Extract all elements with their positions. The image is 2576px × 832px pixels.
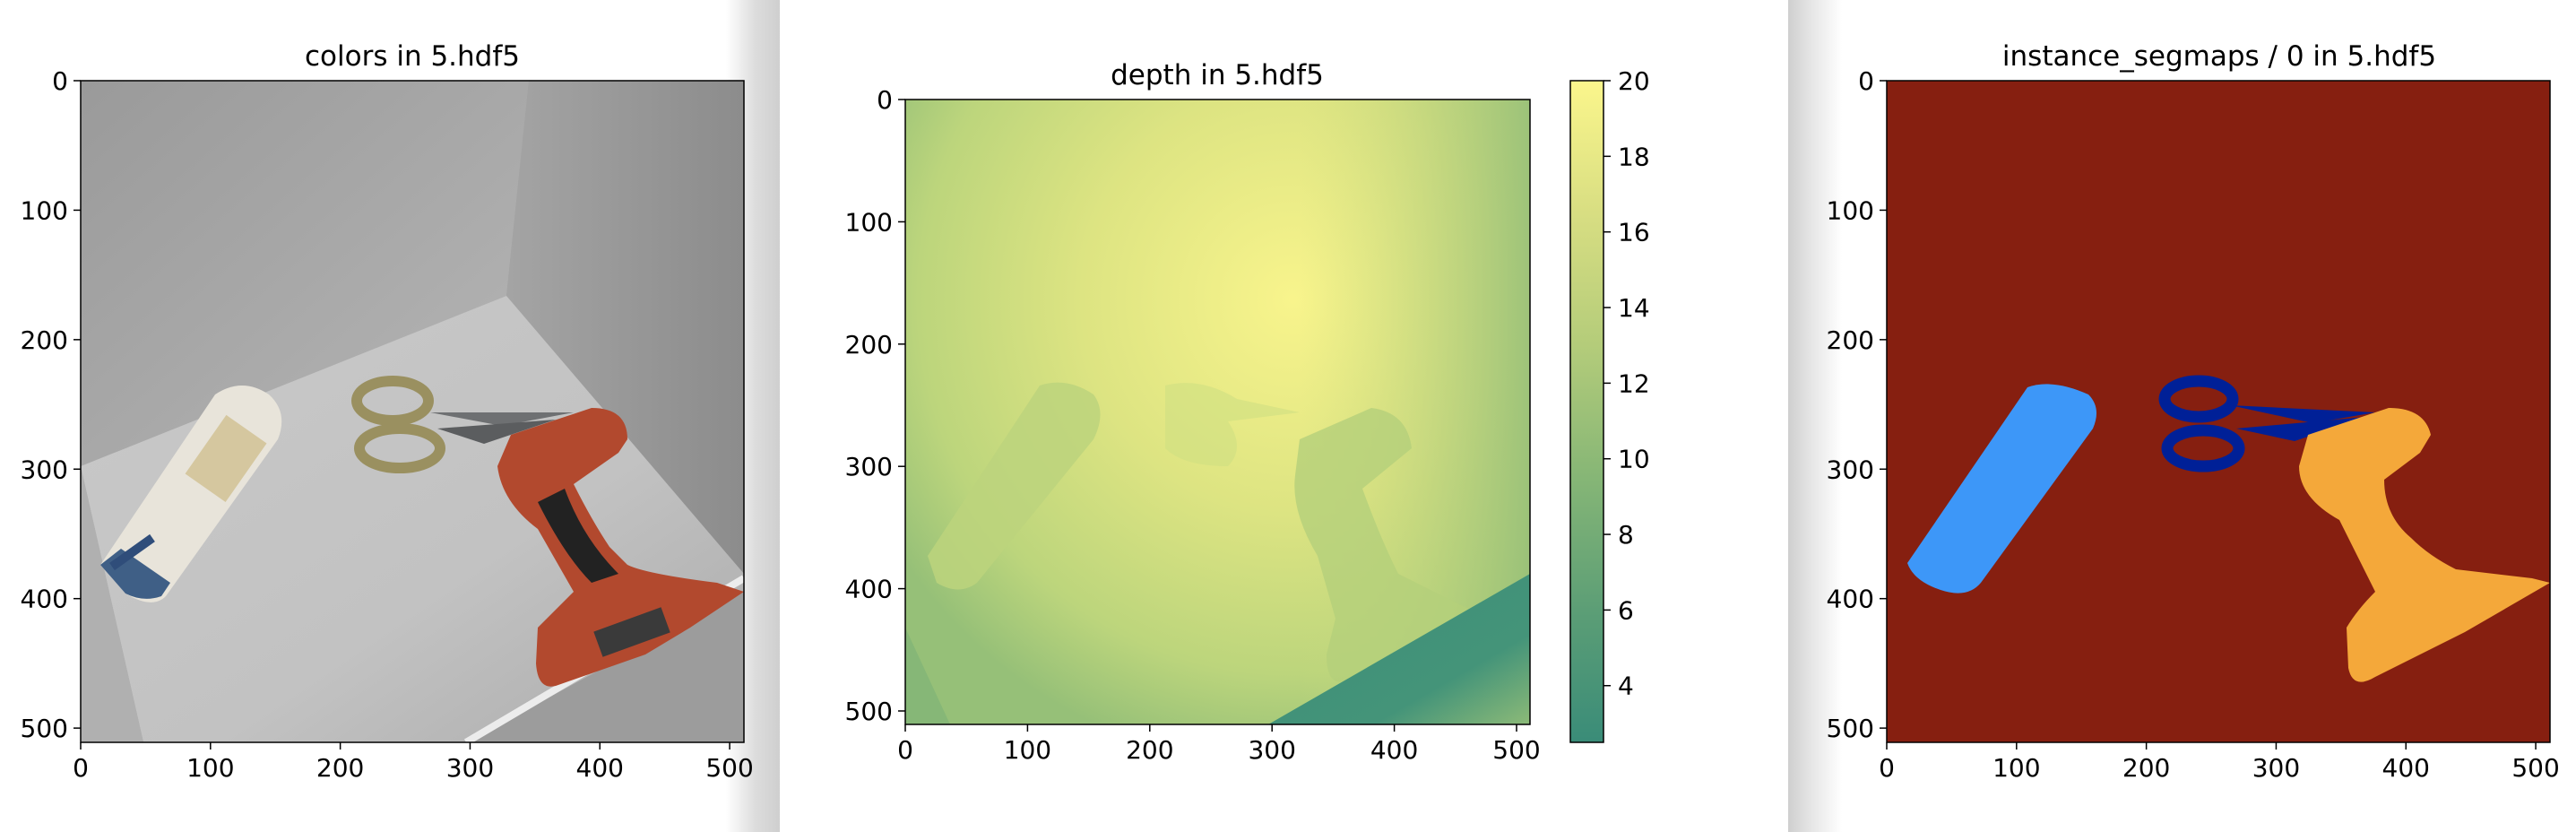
x-tick-label: 300	[446, 753, 494, 783]
seg-bottle-region	[1907, 384, 2096, 594]
x-tick-label: 400	[576, 753, 624, 783]
x-tick-label: 200	[2122, 753, 2170, 783]
y-tick-label: 400	[845, 575, 893, 604]
x-tick-label: 500	[2511, 753, 2559, 783]
colors-image	[81, 81, 744, 742]
depth-colorbar	[1569, 80, 1604, 743]
scissors-object	[351, 376, 574, 473]
x-tick-label: 200	[1126, 735, 1173, 765]
colorbar-tick-label: 8	[1618, 520, 1634, 550]
y-tick-label: 500	[1827, 714, 1874, 743]
y-tick-label: 0	[52, 66, 68, 96]
title-seg: instance_segmaps / 0 in 5.hdf5	[2002, 40, 2436, 73]
colorbar-tick-label: 4	[1618, 672, 1634, 701]
depth-scissors-shape	[1165, 383, 1300, 466]
colorbar-tick-label: 20	[1618, 66, 1650, 96]
y-tick-label: 100	[845, 207, 893, 237]
y-tick-label: 300	[1827, 455, 1874, 484]
y-tick-label: 300	[845, 452, 893, 481]
depth-drill-shape	[1294, 408, 1470, 682]
x-tick-label: 400	[2382, 753, 2430, 783]
y-tick-label: 200	[1827, 325, 1874, 355]
colorbar-tick-label: 14	[1618, 293, 1650, 323]
y-tick-label: 0	[877, 85, 893, 115]
x-tick-label: 200	[316, 753, 364, 783]
x-tick-label: 500	[705, 753, 753, 783]
x-tick-label: 0	[1879, 753, 1895, 783]
depth-axes-frame	[904, 99, 1531, 725]
colorbar-ticks: 4 6 8 10 12 14 16 18 20	[1604, 66, 1650, 701]
depth-corner-near	[1268, 574, 1530, 724]
seg-drill-region	[2299, 408, 2550, 682]
title-colors: colors in 5.hdf5	[305, 40, 520, 73]
x-tick-label: 100	[186, 753, 234, 783]
y-tick-label: 200	[21, 325, 68, 355]
colorbar-tick-label: 18	[1618, 142, 1650, 171]
y-tick-label: 400	[1827, 585, 1874, 614]
y-tick-label: 500	[21, 714, 68, 743]
y-tick-label: 0	[1858, 66, 1874, 96]
x-tick-label: 300	[2252, 753, 2300, 783]
x-tick-label: 100	[1993, 753, 2040, 783]
depth-image	[905, 100, 1530, 724]
y-tick-label: 300	[21, 455, 68, 484]
x-tick-label: 500	[1492, 735, 1540, 765]
colors-axes-frame	[80, 80, 745, 743]
colorbar-tick-label: 10	[1618, 445, 1650, 474]
seg-axes-frame	[1886, 80, 2551, 743]
y-tick-label: 400	[21, 585, 68, 614]
title-depth: depth in 5.hdf5	[1111, 59, 1324, 91]
x-tick-label: 0	[73, 753, 89, 783]
x-tick-label: 400	[1370, 735, 1418, 765]
colorbar-tick-label: 16	[1618, 218, 1650, 247]
y-tick-label: 200	[845, 330, 893, 360]
y-tick-label: 500	[845, 697, 893, 726]
drill-object	[497, 408, 744, 687]
panel-divider-right	[1788, 0, 1842, 832]
seg-scissors-region	[2158, 375, 2375, 472]
x-tick-label: 100	[1004, 735, 1051, 765]
bottle-object	[100, 386, 282, 602]
y-tick-label: 100	[21, 195, 68, 225]
colorbar-tick-label: 6	[1618, 595, 1634, 625]
colorbar-tick-label: 12	[1618, 368, 1650, 398]
x-tick-label: 0	[897, 735, 913, 765]
depth-bottle-shape	[928, 382, 1101, 590]
x-tick-label: 300	[1248, 735, 1295, 765]
seg-image	[1887, 81, 2550, 742]
y-tick-label: 100	[1827, 195, 1874, 225]
